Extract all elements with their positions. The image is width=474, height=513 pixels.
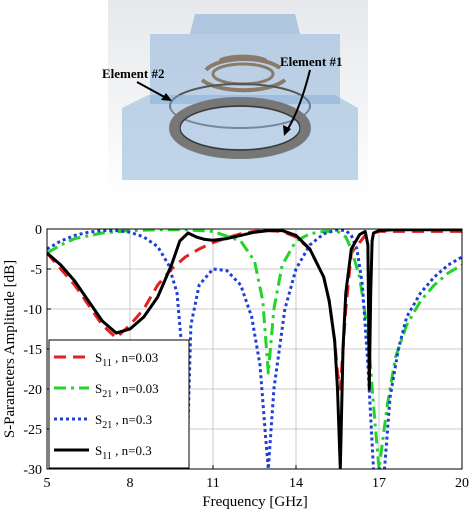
series-lines — [47, 229, 462, 469]
legend-symbol: S — [95, 443, 102, 458]
y-tick-label: -30 — [23, 463, 42, 478]
axis-ticks: 5 8 11 14 17 20 0 -5 -10 -15 -20 -25 -30 — [23, 223, 469, 491]
x-tick-label: 14 — [289, 476, 303, 491]
legend-subscript: 21 — [102, 420, 112, 431]
x-tick-label: 17 — [372, 476, 386, 491]
y-tick-label: -5 — [30, 263, 42, 278]
legend-box — [48, 339, 190, 469]
legend-suffix: , n=0.3 — [112, 412, 152, 427]
element-2-label: Element #2 — [102, 66, 164, 81]
element-1-ring — [169, 97, 311, 159]
annotation-arrows — [136, 69, 311, 136]
lower-substrate — [122, 108, 358, 180]
y-tick-label: -20 — [23, 383, 42, 398]
legend-symbol: S — [95, 381, 102, 396]
y-tick-label: -10 — [23, 303, 42, 318]
x-tick-label: 8 — [127, 476, 134, 491]
x-axis-label: Frequency [GHz] — [202, 494, 307, 510]
legend-entry-0: S11 , n=0.03 — [95, 350, 158, 369]
y-tick-label: -25 — [23, 423, 42, 438]
plot-frame — [46, 228, 463, 470]
element-1-label: Element #1 — [280, 54, 342, 69]
x-tick-label: 5 — [44, 476, 51, 491]
legend-subscript: 11 — [102, 451, 112, 462]
y-axis-label: S-Parameters Amplitude [dB] — [2, 260, 18, 438]
legend-symbol: S — [95, 412, 102, 427]
x-tick-label: 11 — [206, 476, 219, 491]
antenna-illustration: Element #2 Element #1 — [102, 0, 368, 200]
legend-subscript: 11 — [102, 358, 112, 369]
series-line-3 — [47, 229, 462, 469]
legend-entry-3: S11 , n=0.3 — [95, 443, 152, 462]
s-parameter-chart: 5 8 11 14 17 20 0 -5 -10 -15 -20 -25 -30 Frequency [… — [2, 223, 469, 510]
y-tick-label: -15 — [23, 343, 42, 358]
legend-suffix: , n=0.3 — [112, 443, 152, 458]
legend-symbol: S — [95, 350, 102, 365]
x-tick-label: 20 — [455, 476, 469, 491]
legend-subscript: 21 — [102, 389, 112, 400]
legend-suffix: , n=0.03 — [112, 381, 158, 396]
series-line-1 — [47, 229, 462, 469]
legend-entry-2: S21 , n=0.3 — [95, 412, 152, 431]
y-tick-label: 0 — [35, 223, 42, 238]
legend-entry-1: S21 , n=0.03 — [95, 381, 159, 400]
upper-substrate — [190, 14, 300, 34]
legend-suffix: , n=0.03 — [112, 350, 158, 365]
